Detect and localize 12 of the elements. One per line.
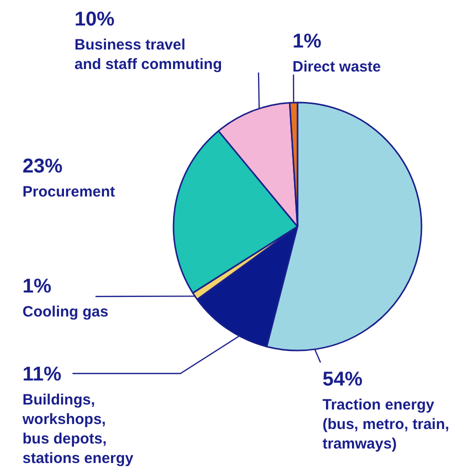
- slice-label: Cooling gas: [22, 304, 108, 320]
- data-label: 1%: [22, 276, 52, 298]
- data-label: 54%: [322, 368, 363, 390]
- slice-label: Buildings, workshops, bus depots, stations energy: [22, 392, 134, 468]
- data-label: 23%: [22, 156, 63, 178]
- slice-label: Traction energy (bus, metro, train, tramways): [322, 396, 450, 453]
- data-label: 10%: [74, 8, 115, 30]
- data-label: 1%: [292, 30, 322, 52]
- slice-label: Direct waste: [292, 58, 381, 76]
- data-label: 11%: [22, 364, 62, 386]
- slice-label: Business travel and staff commuting: [74, 36, 222, 74]
- slice-label: Procurement: [22, 184, 116, 200]
